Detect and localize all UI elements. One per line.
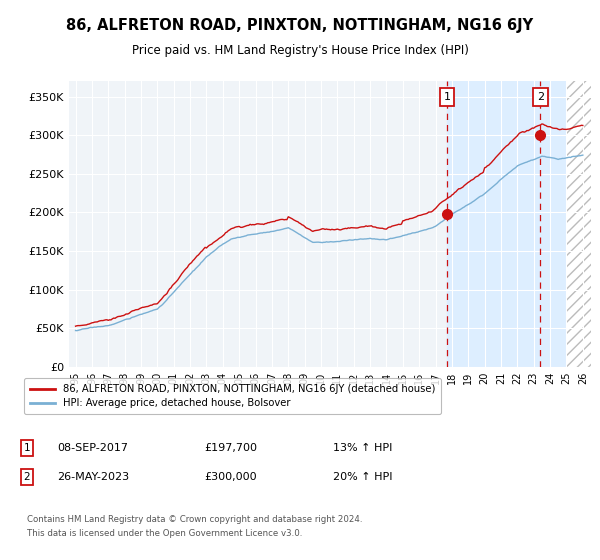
Text: 20% ↑ HPI: 20% ↑ HPI <box>333 472 392 482</box>
Bar <box>447 81 575 367</box>
Text: 26-MAY-2023: 26-MAY-2023 <box>57 472 129 482</box>
Text: £197,700: £197,700 <box>204 443 257 453</box>
Text: 1: 1 <box>23 443 31 453</box>
Text: 2: 2 <box>537 92 544 101</box>
Legend: 86, ALFRETON ROAD, PINXTON, NOTTINGHAM, NG16 6JY (detached house), HPI: Average : 86, ALFRETON ROAD, PINXTON, NOTTINGHAM, … <box>24 378 442 414</box>
Text: 86, ALFRETON ROAD, PINXTON, NOTTINGHAM, NG16 6JY: 86, ALFRETON ROAD, PINXTON, NOTTINGHAM, … <box>67 18 533 32</box>
Bar <box>566 81 599 367</box>
Text: 08-SEP-2017: 08-SEP-2017 <box>57 443 128 453</box>
Text: Contains HM Land Registry data © Crown copyright and database right 2024.: Contains HM Land Registry data © Crown c… <box>27 515 362 524</box>
Text: £300,000: £300,000 <box>204 472 257 482</box>
Text: 13% ↑ HPI: 13% ↑ HPI <box>333 443 392 453</box>
Text: This data is licensed under the Open Government Licence v3.0.: This data is licensed under the Open Gov… <box>27 529 302 538</box>
Text: 2: 2 <box>23 472 31 482</box>
Text: 1: 1 <box>443 92 451 101</box>
Text: Price paid vs. HM Land Registry's House Price Index (HPI): Price paid vs. HM Land Registry's House … <box>131 44 469 57</box>
